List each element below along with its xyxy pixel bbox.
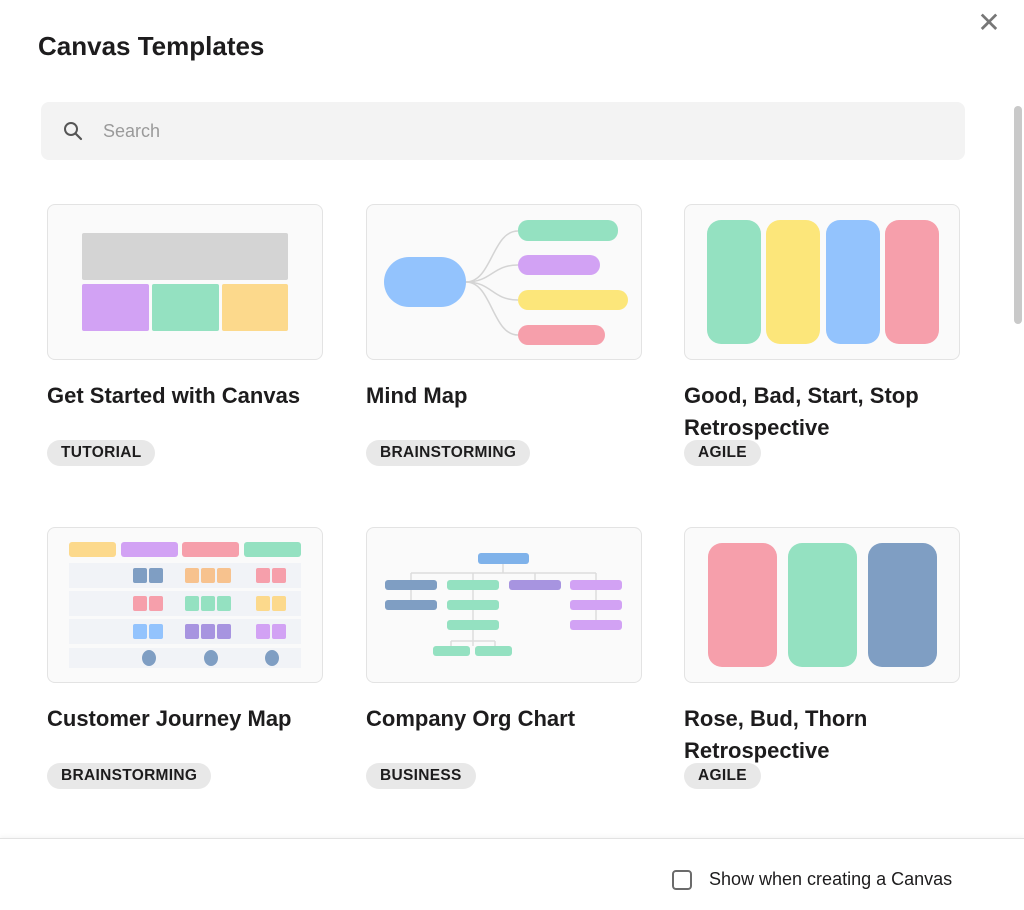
search-icon — [64, 122, 83, 141]
template-thumbnail — [684, 527, 960, 683]
template-title: Mind Map — [366, 383, 468, 408]
category-tag: AGILE — [684, 763, 761, 789]
category-tag: AGILE — [684, 440, 761, 466]
template-card-rose-bud-thorn[interactable]: Rose, Bud, Thorn Retrospective AGILE — [684, 527, 960, 789]
show-when-creating-checkbox[interactable]: Show when creating a Canvas — [672, 869, 952, 890]
category-tag: BRAINSTORMING — [47, 763, 212, 789]
category-tag: BRAINSTORMING — [366, 440, 531, 466]
template-thumbnail — [366, 527, 642, 683]
dialog-title: Canvas Templates — [38, 31, 265, 61]
template-thumbnail — [47, 527, 323, 683]
template-title: Rose, Bud, Thorn Retrospective — [684, 706, 868, 763]
template-card-good-bad-start-stop[interactable]: Good, Bad, Start, Stop Retrospective AGI… — [684, 204, 960, 466]
dialog-footer — [0, 838, 1024, 910]
template-card-company-org-chart[interactable]: Company Org Chart BUSINESS — [366, 527, 642, 789]
checkbox[interactable] — [672, 869, 692, 890]
template-card-customer-journey-map[interactable]: Customer Journey Map BRAINSTORMING — [47, 527, 323, 789]
template-title: Get Started with Canvas — [47, 383, 301, 408]
close-icon[interactable]: ✕ — [977, 7, 1001, 38]
template-title: Customer Journey Map — [47, 706, 292, 731]
search-input[interactable] — [103, 120, 903, 142]
template-title: Good, Bad, Start, Stop Retrospective — [684, 383, 919, 440]
template-thumbnail — [47, 204, 323, 360]
template-thumbnail — [366, 204, 642, 360]
search-bar[interactable] — [41, 102, 965, 160]
template-thumbnail — [684, 204, 960, 360]
category-tag: TUTORIAL — [47, 440, 156, 466]
template-card-mind-map[interactable]: Mind Map BRAINSTORMING — [366, 204, 642, 466]
category-tag: BUSINESS — [366, 763, 476, 789]
scrollbar[interactable] — [1014, 106, 1022, 324]
template-card-get-started[interactable]: Get Started with Canvas TUTORIAL — [47, 204, 323, 466]
checkbox-label: Show when creating a Canvas — [709, 869, 953, 889]
template-title: Company Org Chart — [366, 706, 576, 731]
